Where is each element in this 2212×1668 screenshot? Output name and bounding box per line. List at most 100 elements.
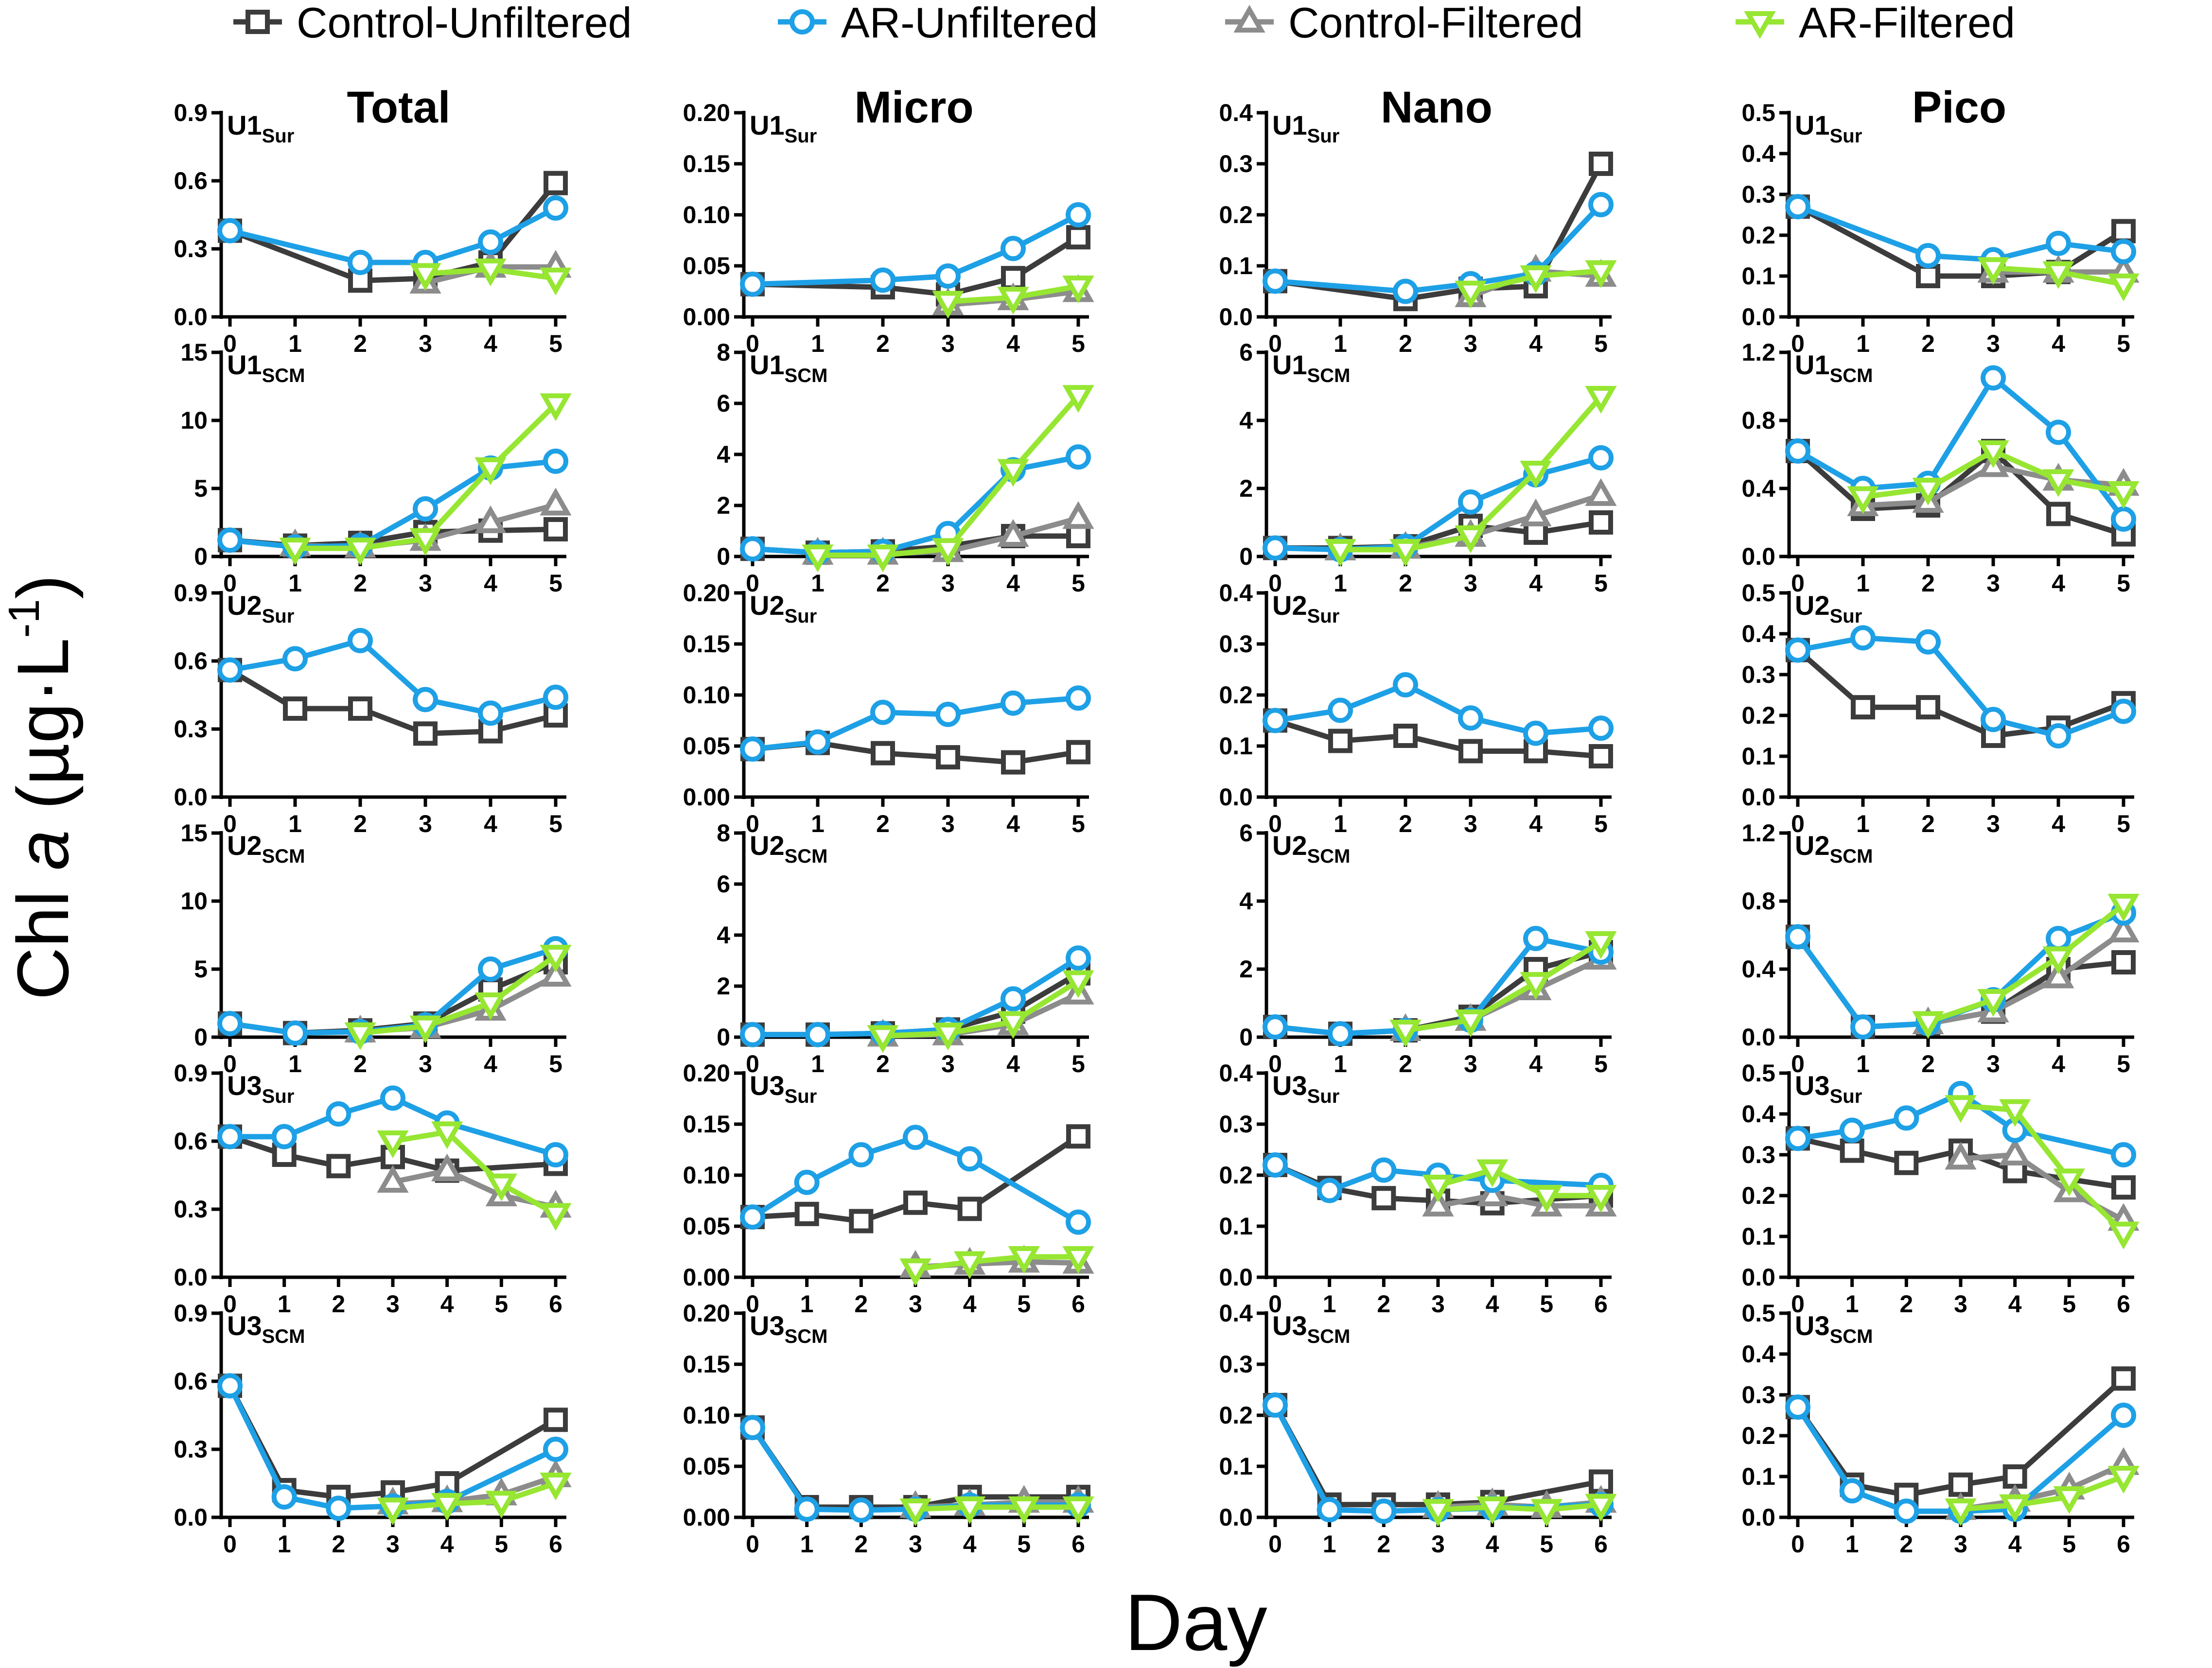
series-ar-filtered xyxy=(344,945,572,1050)
panel-u3-sur-total: 0.0 0.3 0.6 0.9 0 1 2 3 4 5 6 U3Sur xyxy=(174,1060,572,1318)
y-tick-label: 0.4 xyxy=(1741,1340,1775,1368)
data-point xyxy=(544,1407,568,1432)
data-point xyxy=(474,259,507,287)
y-tick-label: 0.0 xyxy=(1741,1024,1775,1051)
data-point xyxy=(2111,219,2136,243)
x-tick-label: 5 xyxy=(2117,810,2130,837)
y-tick-label: 0.6 xyxy=(174,167,208,194)
data-point xyxy=(413,721,438,746)
data-point xyxy=(409,1015,441,1043)
y-tick-label: 0.20 xyxy=(683,1300,730,1327)
x-tick-label: 4 xyxy=(440,1290,454,1318)
x-tick-label: 0 xyxy=(1268,1530,1282,1558)
series-line xyxy=(228,1384,557,1511)
x-tick-label: 2 xyxy=(353,810,367,837)
panel-label: U2SCM xyxy=(227,830,305,867)
panel-label: U2Sur xyxy=(1795,590,1862,627)
series-ar-filtered xyxy=(1977,257,2140,301)
series-ar-filtered xyxy=(377,1473,572,1526)
y-tick-label: 0.4 xyxy=(1219,99,1253,126)
panel-label: U1SCM xyxy=(750,349,827,386)
data-point xyxy=(474,457,507,486)
column-title: Total xyxy=(347,83,451,132)
panel-label: U1SCM xyxy=(1272,349,1350,386)
y-tick-label: 0.10 xyxy=(683,1162,730,1189)
x-tick-label: 1 xyxy=(1323,1530,1336,1558)
x-tick-label: 1 xyxy=(811,1050,825,1077)
y-tick-label: 0.4 xyxy=(1741,1100,1775,1128)
x-tick-label: 5 xyxy=(1594,810,1608,837)
panel-u3-sur-nano: 0.0 0.1 0.2 0.3 0.4 0 1 2 3 4 5 6 U3Sur xyxy=(1219,1060,1617,1318)
x-tick-label: 2 xyxy=(1377,1530,1390,1558)
x-tick-label: 4 xyxy=(1529,570,1543,597)
data-point xyxy=(1062,970,1094,998)
panel-u3-sur-micro: 0.00 0.05 0.10 0.15 0.20 0 1 2 3 4 5 6 U3Sur xyxy=(683,1060,1094,1318)
y-tick-label: 0.0 xyxy=(174,1264,208,1291)
x-tick-label: 1 xyxy=(278,1290,291,1318)
series-ar-filtered xyxy=(1389,931,1617,1048)
panel-label: U1SCM xyxy=(227,349,305,386)
data-point xyxy=(1371,1186,1396,1211)
x-tick-label: 1 xyxy=(288,810,302,837)
y-tick-label: 0.3 xyxy=(1219,1351,1253,1378)
y-tick-label: 2 xyxy=(1239,956,1253,983)
data-point xyxy=(217,657,243,683)
x-tick-label: 2 xyxy=(1921,1050,1935,1077)
data-point xyxy=(1949,1472,1973,1497)
y-tick-label: 0.9 xyxy=(174,1060,208,1087)
data-point xyxy=(1328,729,1352,753)
data-point xyxy=(1981,707,2006,732)
data-point xyxy=(2111,950,2136,974)
x-tick-label: 0 xyxy=(1791,1050,1805,1077)
x-tick-label: 6 xyxy=(1071,1290,1085,1318)
x-tick-label: 3 xyxy=(1464,1050,1477,1077)
y-tick-label: 0.2 xyxy=(1219,201,1253,228)
legend-item-ar-unfiltered: AR-Unfiltered xyxy=(778,0,1098,47)
series-line xyxy=(1796,648,2124,739)
y-tick-label: 0.1 xyxy=(1741,1223,1775,1250)
y-tick-label: 0.00 xyxy=(683,1504,730,1531)
panel-label-sub: SCM xyxy=(785,365,828,386)
y-tick-label: 1.2 xyxy=(1741,819,1775,847)
data-point xyxy=(903,1190,928,1215)
data-point xyxy=(2107,273,2140,301)
data-point xyxy=(431,1121,463,1149)
x-tick-label: 1 xyxy=(1856,1050,1870,1077)
legend-label: AR-Filtered xyxy=(1799,0,2015,47)
data-point xyxy=(805,729,830,755)
data-point xyxy=(1458,705,1483,731)
data-point xyxy=(1785,194,1810,220)
x-tick-label: 5 xyxy=(1594,1050,1608,1077)
x-tick-label: 0 xyxy=(746,1290,759,1318)
panel-label-id: U3 xyxy=(750,1070,785,1101)
data-point xyxy=(2046,926,2071,951)
data-point xyxy=(1589,744,1613,768)
x-tick-label: 4 xyxy=(484,1050,497,1077)
y-tick-label: 0 xyxy=(194,543,208,570)
y-tick-label: 0 xyxy=(194,1024,208,1051)
data-point xyxy=(1585,260,1617,288)
panel-label-id: U2 xyxy=(1272,830,1307,861)
series-ar-filtered xyxy=(899,1496,1094,1527)
data-point xyxy=(1066,740,1090,764)
data-point xyxy=(794,1496,820,1522)
data-point xyxy=(1785,1126,1810,1151)
series-ar-filtered xyxy=(279,393,572,566)
y-tick-label: 2 xyxy=(717,973,730,1000)
data-point xyxy=(1912,478,1944,506)
data-point xyxy=(1999,1137,2031,1165)
x-tick-label: 2 xyxy=(353,570,367,597)
y-tick-label: 0.3 xyxy=(1741,181,1775,208)
series-line xyxy=(229,458,556,550)
data-point xyxy=(932,1023,964,1051)
data-point xyxy=(1915,629,1941,655)
series-line xyxy=(1405,939,1602,1033)
x-tick-label: 6 xyxy=(549,1530,562,1558)
x-tick-label: 4 xyxy=(1529,330,1543,357)
x-tick-label: 4 xyxy=(1529,1050,1543,1077)
x-tick-label: 5 xyxy=(494,1530,508,1558)
data-point xyxy=(431,1493,463,1521)
y-tick-label: 8 xyxy=(717,339,730,366)
data-point xyxy=(1066,945,1091,971)
panel-label-id: U3 xyxy=(1272,1070,1307,1101)
